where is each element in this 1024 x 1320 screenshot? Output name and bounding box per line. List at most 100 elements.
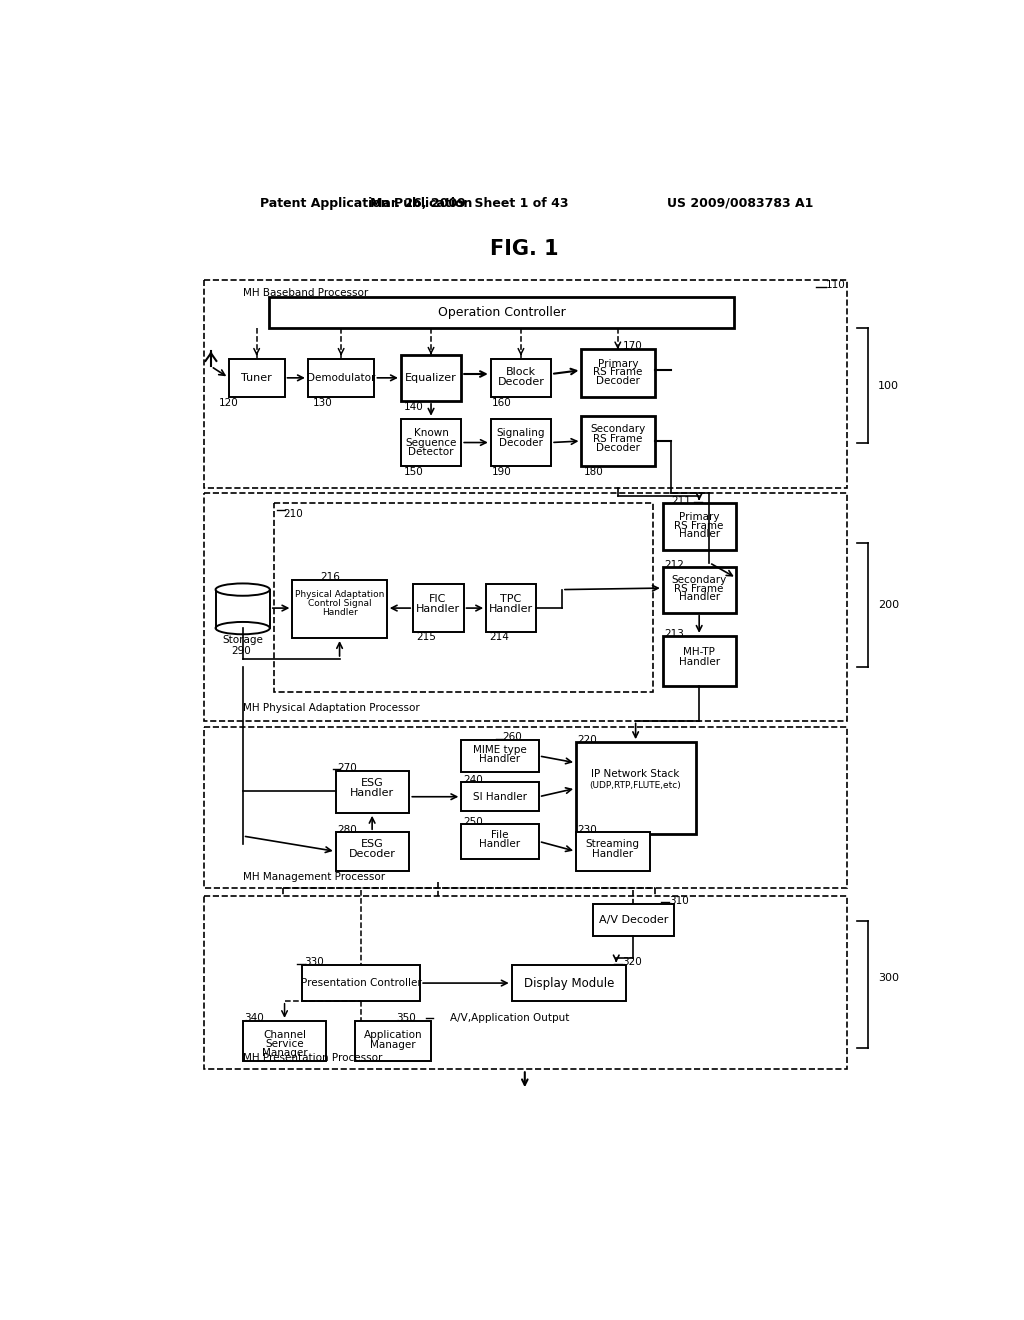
Text: Channel: Channel [263,1030,306,1040]
Text: A/V Decoder: A/V Decoder [599,915,668,925]
Text: 140: 140 [403,403,424,412]
Text: Handler: Handler [592,850,633,859]
Text: Handler: Handler [416,603,460,614]
Text: Handler: Handler [479,840,520,850]
Text: 214: 214 [489,632,509,643]
Bar [400,355,461,401]
Text: Tuner: Tuner [242,372,272,383]
Text: Decoder: Decoder [498,378,545,388]
Text: MH Physical Adaptation Processor: MH Physical Adaptation Processor [243,702,420,713]
Text: 350: 350 [396,1014,416,1023]
Text: Mar. 26, 2009  Sheet 1 of 43: Mar. 26, 2009 Sheet 1 of 43 [370,197,568,210]
Text: FIC: FIC [429,594,446,603]
Bar [490,359,551,397]
Text: Handler: Handler [488,603,532,614]
Bar [663,566,736,612]
Text: Handler: Handler [679,593,720,602]
Text: SI Handler: SI Handler [473,792,527,801]
Bar [204,726,847,888]
Text: 120: 120 [219,399,239,408]
Bar [273,503,653,692]
Bar [414,585,464,632]
Text: Manager: Manager [371,1040,416,1051]
Text: Display Module: Display Module [524,977,614,990]
Text: 200: 200 [879,601,899,610]
Ellipse shape [216,583,270,595]
Text: Manager: Manager [262,1048,307,1059]
Text: MH-TP: MH-TP [683,647,715,657]
Bar [336,771,410,813]
Text: Detector: Detector [409,446,454,457]
Bar [663,503,736,549]
Text: Operation Controller: Operation Controller [437,306,565,319]
Text: 180: 180 [584,467,603,477]
Ellipse shape [216,622,270,635]
Bar [582,350,655,397]
Text: Seguence: Seguence [406,437,457,447]
Bar [400,418,461,466]
Bar [490,418,551,466]
Text: Handler: Handler [679,529,720,539]
Text: Handler: Handler [679,657,720,667]
Bar [593,904,675,936]
Text: Application: Application [364,1030,422,1040]
Text: 130: 130 [312,399,332,408]
Text: RS Frame: RS Frame [675,520,724,531]
Bar [461,739,539,772]
Text: 240: 240 [463,775,482,785]
Bar [292,581,387,638]
Bar [575,742,696,834]
Text: 210: 210 [283,508,303,519]
Text: Decoder: Decoder [499,438,543,449]
Bar [663,636,736,686]
Text: Decoder: Decoder [349,850,395,859]
Bar [575,832,649,871]
Text: 213: 213 [665,630,684,639]
Text: 290: 290 [231,647,251,656]
Text: Secondary: Secondary [590,425,645,434]
Text: Block: Block [506,367,536,378]
Text: ESG: ESG [360,840,384,850]
Text: 340: 340 [245,1014,264,1023]
Text: 211: 211 [672,496,691,506]
Text: TPC: TPC [501,594,521,603]
Text: 110: 110 [825,280,845,290]
Text: 250: 250 [463,817,482,828]
Bar [308,359,375,397]
Text: 270: 270 [337,763,357,774]
Text: RS Frame: RS Frame [593,367,642,378]
Text: Presentation Controller: Presentation Controller [301,978,422,989]
Bar [582,416,655,466]
Text: A/V,Application Output: A/V,Application Output [450,1014,569,1023]
Text: 260: 260 [503,733,522,742]
Bar [204,896,847,1069]
Text: Known: Known [414,428,449,438]
Bar [461,825,539,859]
Text: Handler: Handler [322,609,357,618]
Bar [461,781,539,812]
Text: Streaming: Streaming [586,840,639,850]
Bar [204,280,847,488]
Bar [486,585,537,632]
Text: 215: 215 [417,632,436,643]
Text: MH Management Processor: MH Management Processor [243,873,385,882]
Text: Secondary: Secondary [672,576,727,585]
Text: 150: 150 [403,467,424,477]
Text: Primary: Primary [679,512,720,523]
Bar [243,1020,327,1061]
Text: 170: 170 [623,342,642,351]
Text: MH Baseband Processor: MH Baseband Processor [243,288,368,298]
Bar [269,297,734,327]
Text: (UDP,RTP,FLUTE,etc): (UDP,RTP,FLUTE,etc) [590,781,682,791]
Text: 280: 280 [337,825,357,834]
Text: 220: 220 [578,735,597,744]
Text: 300: 300 [879,973,899,983]
Text: 160: 160 [493,399,512,408]
Text: Control Signal: Control Signal [308,599,372,609]
Bar [302,965,420,1001]
Text: 330: 330 [304,957,324,968]
Text: Signaling: Signaling [497,428,545,438]
Bar [204,494,847,721]
Text: Service: Service [265,1039,304,1049]
Text: MIME type: MIME type [473,744,527,755]
